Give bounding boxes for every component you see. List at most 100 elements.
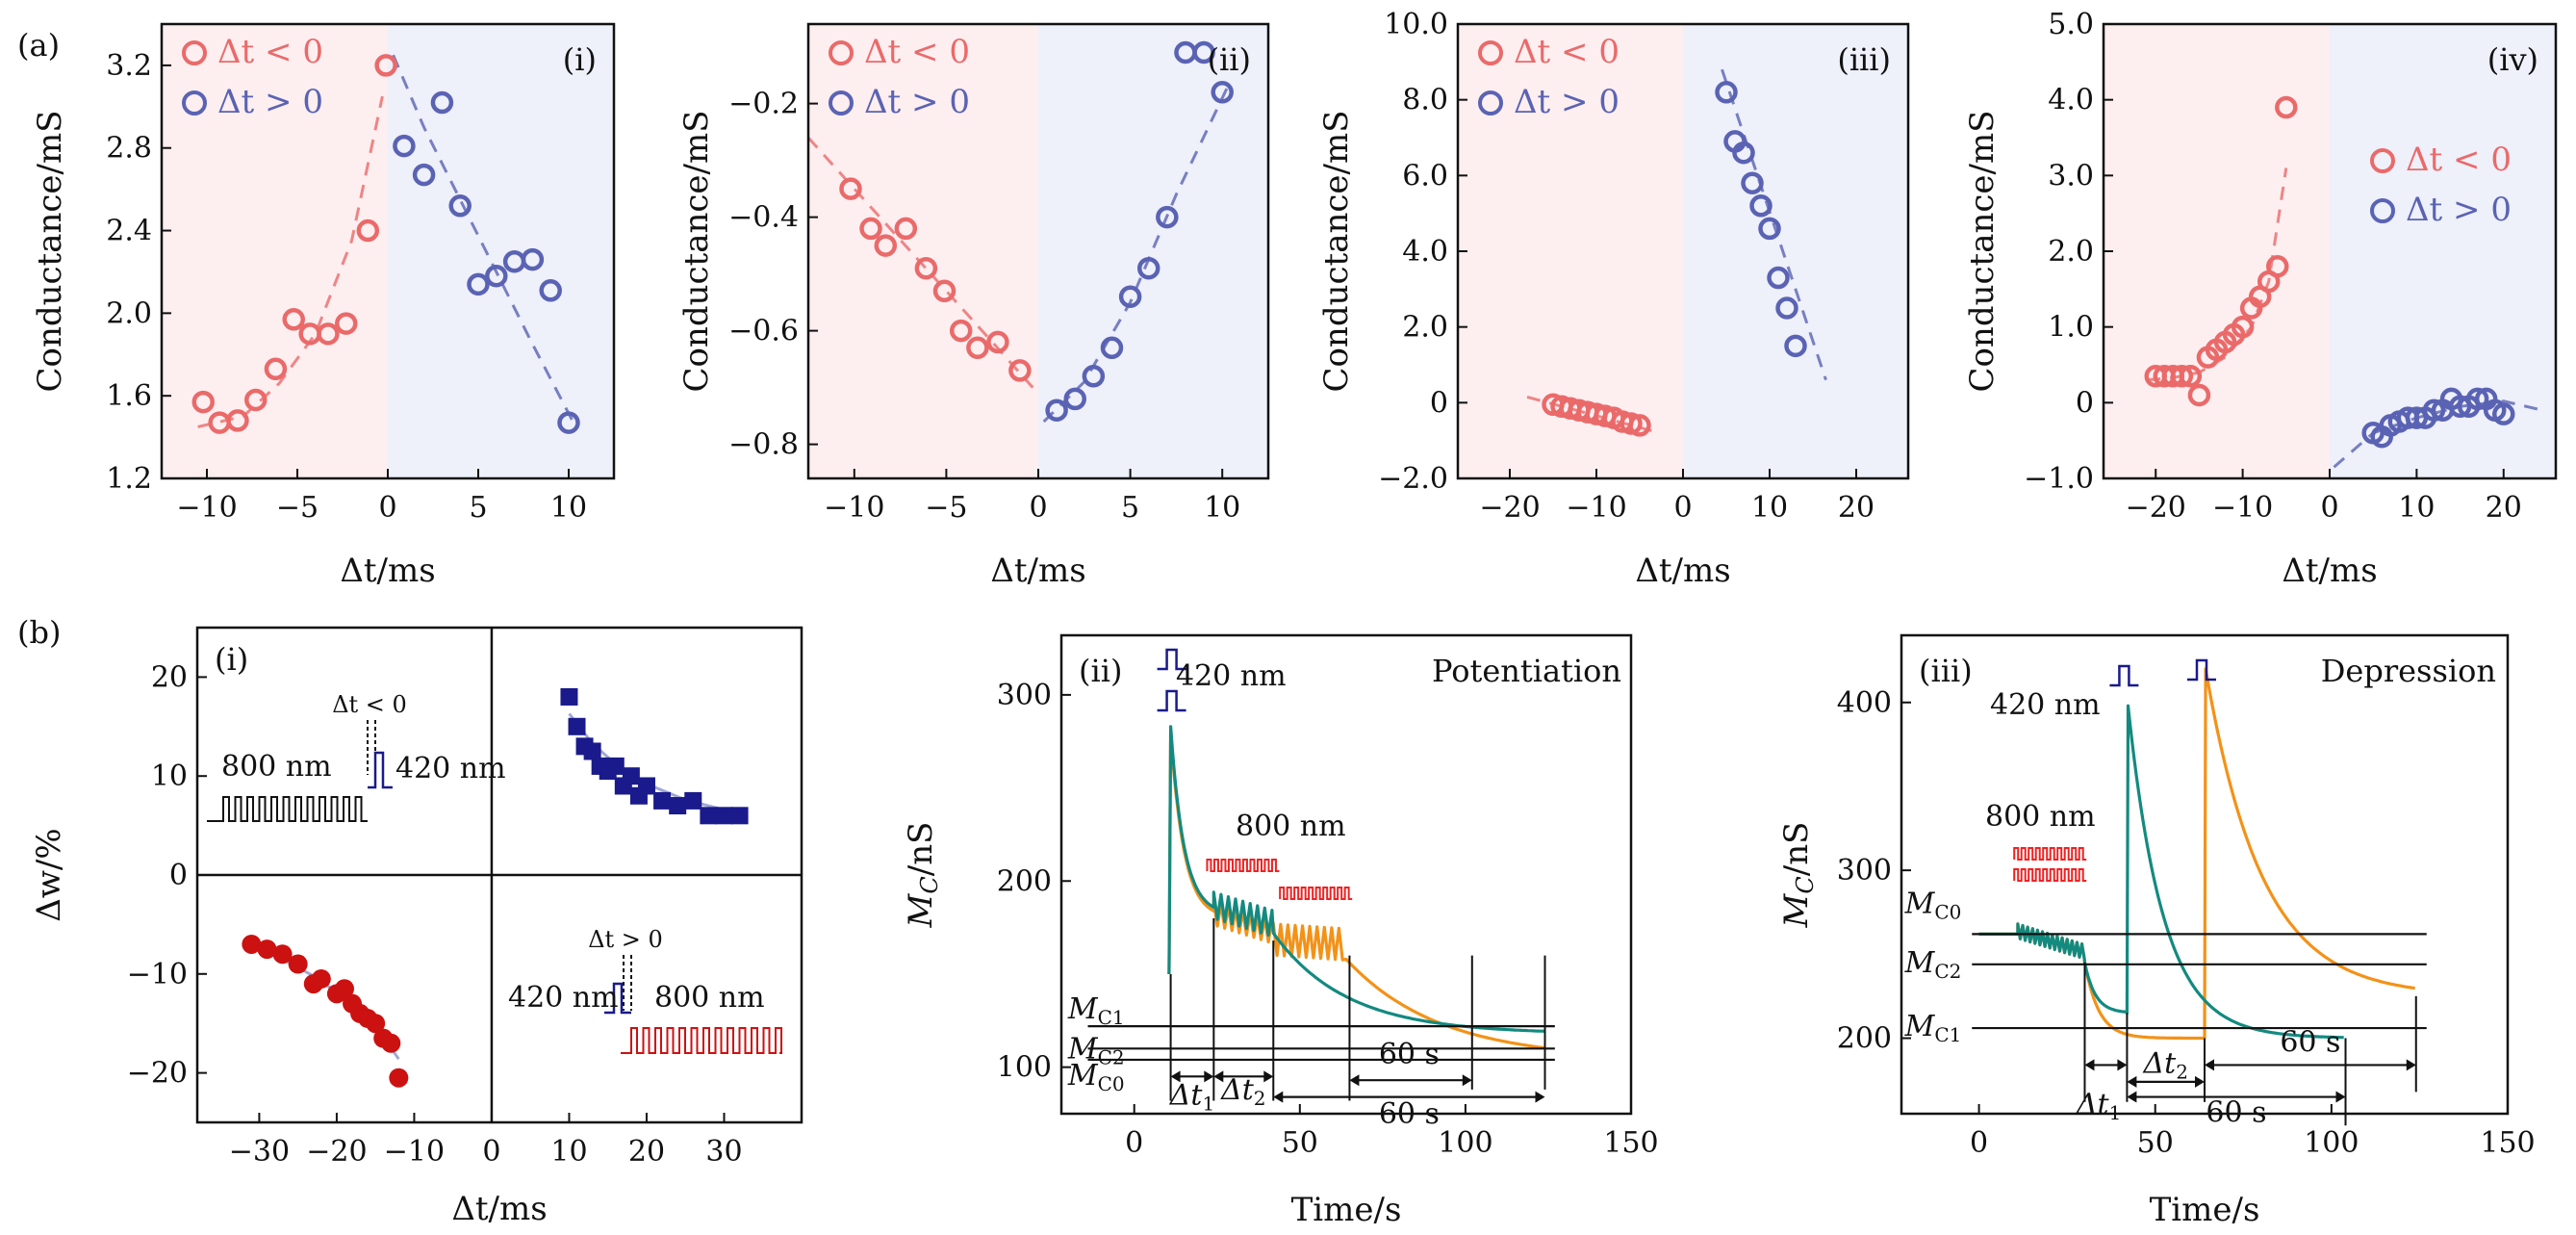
data-point xyxy=(637,777,655,795)
y-tick-label: 200 xyxy=(1837,1022,1892,1056)
arrow-head xyxy=(2205,1059,2214,1071)
data-point xyxy=(2179,365,2203,388)
trace-teal xyxy=(1978,704,2344,1040)
data-point xyxy=(715,807,733,825)
data-point xyxy=(1767,266,1790,290)
trace-orange xyxy=(1978,667,2415,1041)
y-tick-label: 200 xyxy=(997,864,1052,898)
data-point xyxy=(356,219,380,243)
data-point xyxy=(1136,256,1160,280)
span-b-label: 60 s xyxy=(2206,1095,2266,1129)
y-tick-label: −0.2 xyxy=(728,88,799,121)
legend-label: Δt < 0 xyxy=(2406,141,2512,179)
x-tick-label: 10 xyxy=(550,491,587,525)
y-axis-label: Conductance/mS xyxy=(1317,110,1356,392)
y-tick-label: −0.4 xyxy=(728,201,799,235)
x-axis-label: Time/s xyxy=(1291,1191,1402,1229)
blue-pulse-label: 420 nm xyxy=(1176,659,1287,693)
data-point xyxy=(839,177,862,200)
data-point xyxy=(1192,40,1215,64)
panel-label: (ii) xyxy=(1208,41,1251,78)
arrow-head xyxy=(1213,1070,1224,1083)
inset-800-pulses xyxy=(621,1027,782,1054)
chart-b-iii: MC0 MC2 MC1 0 50 100 150 200 300 400 Δt1 Δt2 60 s 60 … xyxy=(1777,633,2536,1229)
mode-label: Potentiation xyxy=(1432,653,1621,689)
part-a-label: (a) xyxy=(17,27,60,64)
y-tick-label: 0 xyxy=(169,859,188,892)
inset-800-label: 800 nm xyxy=(221,750,332,784)
arrow-head xyxy=(1263,1070,1274,1083)
level-label: MC1 xyxy=(1904,1010,1962,1046)
y-tick-label: −10 xyxy=(127,958,188,991)
y-tick-label: 300 xyxy=(997,679,1052,712)
data-point xyxy=(381,1033,401,1053)
level-label: MC0 xyxy=(1904,887,1962,923)
data-point xyxy=(242,934,262,954)
red-pulse-train xyxy=(1206,859,1280,872)
x-tick-label: −5 xyxy=(276,491,319,525)
panel-label: (iv) xyxy=(2487,41,2538,78)
data-point xyxy=(622,767,640,785)
data-point xyxy=(335,312,358,335)
y-axis-label: MC/nS xyxy=(1777,822,1819,929)
blue-pulse xyxy=(1157,689,1186,712)
chart-b-i: −30 −20 −10 0 10 20 30 −20 −10 0 10 20 (i) Δt/ms Δw/% Δ… xyxy=(30,626,803,1228)
y-tick-label: 8.0 xyxy=(1402,84,1448,117)
legend-marker xyxy=(2370,148,2395,173)
x-tick-label: 10 xyxy=(2398,491,2435,525)
y-tick-label: −20 xyxy=(127,1057,188,1091)
trace-orange xyxy=(1167,731,1545,1050)
arrow-head xyxy=(2127,1075,2137,1088)
inset-420-label: 420 nm xyxy=(395,752,506,785)
legend-marker xyxy=(182,90,207,116)
y-tick-label: 6.0 xyxy=(1402,159,1448,193)
data-point xyxy=(730,807,749,825)
data-point xyxy=(2275,95,2298,119)
y-axis-label: Conductance/mS xyxy=(31,110,69,392)
arrow-head xyxy=(1273,1091,1284,1103)
positive-region xyxy=(1038,24,1268,478)
dt1-label: Δt1 xyxy=(1169,1078,1214,1115)
data-point xyxy=(264,357,288,381)
legend-label: Δt < 0 xyxy=(864,33,970,71)
data-point xyxy=(272,944,293,965)
y-axis-label: MC/nS xyxy=(902,822,943,929)
dt2-label: Δt2 xyxy=(1220,1073,1265,1110)
red-pulse-train xyxy=(1279,887,1353,900)
data-point xyxy=(560,687,578,706)
panel-label: (i) xyxy=(215,641,248,678)
data-point xyxy=(2465,387,2489,411)
x-tick-label: 5 xyxy=(1121,491,1139,525)
data-point xyxy=(244,388,268,412)
data-point xyxy=(389,1068,409,1088)
y-tick-label: 1.2 xyxy=(106,462,152,496)
x-tick-label: 0 xyxy=(482,1135,500,1169)
y-tick-label: 10.0 xyxy=(1384,8,1448,41)
chart-a-ii: −10 −5 0 5 10 −0.8 −0.6 −0.4 −0.2 (ii) Δt < 0 Δt > … xyxy=(677,22,1270,590)
data-point xyxy=(2170,365,2194,388)
legend-label: Δt > 0 xyxy=(1514,83,1620,121)
legend-marker xyxy=(829,90,854,116)
red-pulse-label: 800 nm xyxy=(1236,810,1346,843)
x-tick-label: −10 xyxy=(384,1135,445,1169)
x-tick-label: −20 xyxy=(2126,491,2186,525)
x-axis-label: Δt/ms xyxy=(340,552,435,590)
x-tick-label: 20 xyxy=(1838,491,1875,525)
y-tick-label: 3.2 xyxy=(106,49,152,83)
span-a-label: 60 s xyxy=(1379,1038,1440,1071)
arrow-head xyxy=(1462,1074,1472,1087)
x-tick-label: 100 xyxy=(1438,1126,1492,1160)
data-point xyxy=(1715,81,1738,104)
data-point xyxy=(521,247,545,271)
data-point xyxy=(317,322,340,346)
x-tick-label: 100 xyxy=(2304,1126,2359,1160)
level-label: MC1 xyxy=(1067,992,1125,1029)
legend-label: Δt < 0 xyxy=(217,33,323,71)
x-tick-label: 50 xyxy=(1282,1126,1318,1160)
data-point xyxy=(1749,194,1773,218)
x-axis-label: Δt/ms xyxy=(2282,552,2377,590)
data-point xyxy=(700,807,718,825)
blue-pulse xyxy=(2187,658,2216,682)
dt2-label: Δt2 xyxy=(2142,1046,2187,1083)
data-point xyxy=(467,272,490,296)
